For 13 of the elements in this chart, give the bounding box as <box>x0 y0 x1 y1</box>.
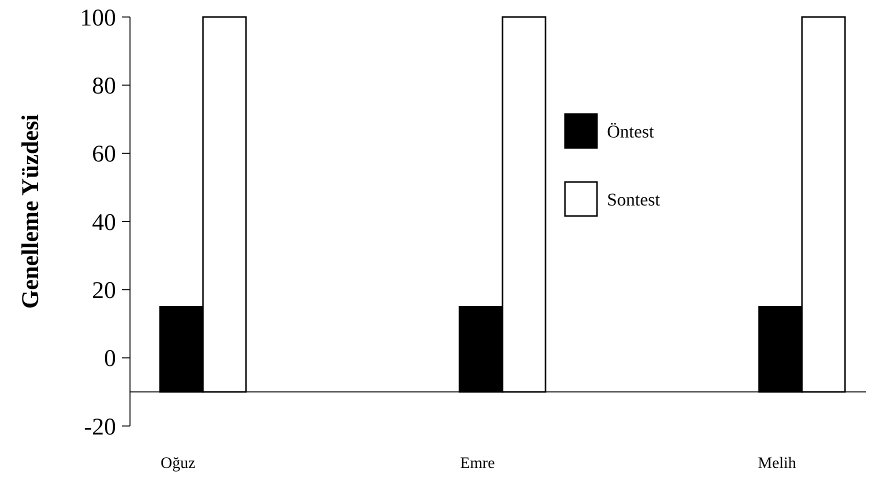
y-tick-label: 20 <box>92 278 116 304</box>
y-tick-label: 0 <box>104 346 116 372</box>
legend-label: Sontest <box>607 189 660 210</box>
y-axis-title: Genelleme Yüzdesi <box>18 114 44 309</box>
y-tick-label: 40 <box>92 210 116 236</box>
y-tick-label: 60 <box>92 142 116 168</box>
x-tick-label: Melih <box>758 455 796 472</box>
x-tick-label: Oğuz <box>160 455 196 472</box>
y-tick-label: -20 <box>84 414 116 440</box>
legend-label: Öntest <box>607 121 654 142</box>
y-tick-label: 80 <box>92 74 116 100</box>
y-tick-label: 100 <box>80 5 116 32</box>
x-tick-label: Emre <box>460 455 495 472</box>
